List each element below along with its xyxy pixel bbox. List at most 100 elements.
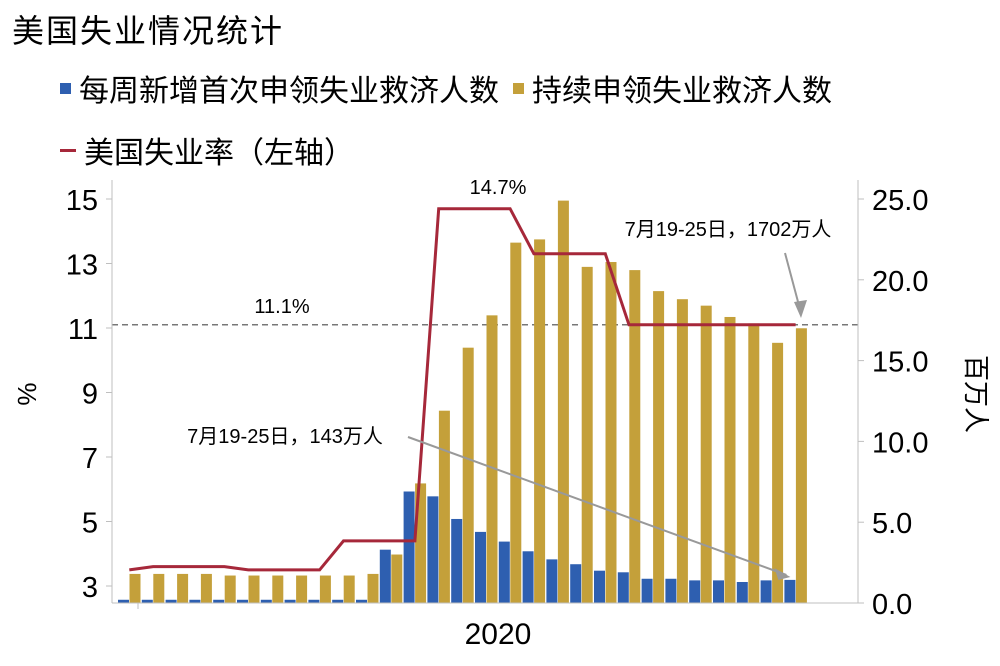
legend-row-1: 每周新增首次申领失业救济人数 持续申领失业救济人数: [60, 66, 846, 110]
annotation-arrowhead-continuing: [794, 300, 807, 318]
bar-initial-claims: [617, 572, 629, 603]
left-axis-tick-label: 13: [66, 250, 98, 282]
right-axis-tick-label: 0.0: [872, 589, 912, 621]
legend-label-continuing-claims: 持续申领失业救济人数: [532, 74, 832, 109]
bar-initial-claims: [689, 580, 701, 603]
legend-label-unemployment-rate: 美国失业率（左轴）: [84, 136, 354, 171]
right-axis-tick-label: 20.0: [872, 266, 928, 298]
right-axis-tick-label: 5.0: [872, 508, 912, 540]
annotation-continuing-claims: 7月19-25日，1702万人: [625, 218, 832, 241]
bar-continuing-claims: [415, 483, 427, 603]
bar-initial-claims: [760, 580, 772, 603]
bar-continuing-claims: [462, 347, 474, 603]
bar-continuing-claims: [700, 305, 712, 603]
left-axis-tick-label: 15: [66, 185, 98, 217]
bar-initial-claims: [356, 599, 367, 603]
bar-initial-claims: [213, 599, 225, 603]
bars-layer: [118, 200, 807, 603]
bar-continuing-claims: [438, 410, 450, 603]
bar-initial-claims: [141, 599, 153, 603]
legend-swatch-initial-claims: [60, 82, 71, 94]
bar-initial-claims: [165, 599, 177, 603]
annotation-arrowhead-initial: [774, 568, 791, 580]
bar-continuing-claims: [129, 573, 141, 603]
bar-initial-claims: [260, 599, 272, 603]
annotation-initial-claims: 7月19-25日，143万人: [187, 425, 383, 448]
bar-continuing-claims: [272, 575, 284, 603]
left-axis-tick-label: 11: [68, 314, 98, 346]
bar-initial-claims: [665, 578, 677, 603]
legend-row-2: 美国失业率（左轴）: [60, 128, 368, 172]
bar-continuing-claims: [605, 262, 617, 603]
bar-continuing-claims: [653, 291, 665, 603]
bar-continuing-claims: [748, 323, 760, 603]
axis-layer: 3 5 7 9 11 13 15 0.0 5.0 10.0 15.0 20.0 25.0% 百万人 2020: [12, 180, 991, 651]
bar-continuing-claims: [296, 575, 308, 603]
bar-initial-claims: [570, 564, 582, 603]
bar-initial-claims: [594, 570, 605, 603]
bar-initial-claims: [736, 581, 748, 603]
annotation-peak-rate: 14.7%: [470, 177, 527, 199]
bar-initial-claims: [498, 541, 510, 603]
bar-initial-claims: [332, 599, 344, 603]
unemployment-rate-line: [129, 207, 796, 572]
bar-continuing-claims: [343, 575, 355, 603]
left-axis-title: %: [12, 382, 42, 405]
bar-continuing-claims: [795, 328, 807, 603]
bar-continuing-claims: [581, 266, 593, 603]
bar-continuing-claims: [629, 270, 641, 603]
left-axis-tick-label: 3: [82, 572, 98, 604]
legend-item-unemployment-rate: 美国失业率（左轴）: [60, 128, 354, 172]
bar-initial-claims: [284, 599, 296, 603]
bar-continuing-claims: [557, 200, 569, 603]
legend-swatch-continuing-claims: [513, 82, 524, 94]
left-axis-tick-label: 5: [82, 508, 98, 540]
left-axis-tick-label: 7: [82, 443, 98, 475]
legend-item-continuing-claims: 持续申领失业救济人数: [513, 66, 832, 110]
bar-continuing-claims: [248, 575, 260, 603]
right-axis-tick-label: 25.0: [872, 185, 928, 217]
bar-continuing-claims: [319, 575, 331, 603]
bar-continuing-claims: [391, 554, 403, 603]
bar-continuing-claims: [153, 573, 165, 603]
bar-continuing-claims: [510, 242, 522, 603]
legend-swatch-unemployment-rate: [60, 148, 76, 152]
bar-initial-claims: [451, 518, 463, 603]
bar-continuing-claims: [772, 342, 784, 603]
bar-initial-claims: [427, 496, 439, 603]
bar-initial-claims: [308, 599, 320, 603]
bar-initial-claims: [403, 491, 415, 603]
bar-continuing-claims: [200, 573, 212, 603]
reference-line-label: 11.1%: [254, 296, 309, 318]
right-axis-tick-label: 15.0: [872, 347, 928, 379]
annotation-layer: 14.7% 7月19-25日，1702万人 7月19-25日，143万人: [187, 177, 831, 580]
bar-continuing-claims: [367, 573, 379, 603]
annotation-arrow-initial: [407, 436, 787, 576]
bar-continuing-claims: [177, 573, 189, 603]
bar-continuing-claims: [224, 575, 236, 603]
bar-initial-claims: [522, 551, 534, 603]
bar-initial-claims: [118, 599, 129, 603]
bar-initial-claims: [713, 580, 724, 603]
bar-continuing-claims: [724, 316, 736, 603]
bar-initial-claims: [546, 559, 558, 603]
grid-layer: 11.1%: [112, 296, 858, 326]
bar-initial-claims: [784, 579, 796, 603]
bar-initial-claims: [475, 531, 486, 603]
bar-continuing-claims: [534, 239, 546, 603]
line-layer: [129, 207, 796, 572]
bar-initial-claims: [189, 599, 201, 603]
legend-label-initial-claims: 每周新增首次申领失业救济人数: [79, 74, 499, 109]
right-axis-tick-label: 10.0: [872, 427, 928, 459]
bar-continuing-claims: [676, 299, 688, 603]
x-axis-tick-label: 2020: [465, 618, 532, 651]
right-axis-title: 百万人: [961, 355, 991, 433]
bar-continuing-claims: [486, 315, 498, 603]
bar-initial-claims: [641, 578, 653, 603]
left-axis-tick-label: 9: [82, 379, 98, 411]
bar-initial-claims: [379, 549, 391, 603]
legend-item-initial-claims: 每周新增首次申领失业救济人数: [60, 66, 499, 110]
bar-initial-claims: [237, 599, 248, 603]
chart-title: 美国失业情况统计: [12, 12, 285, 50]
